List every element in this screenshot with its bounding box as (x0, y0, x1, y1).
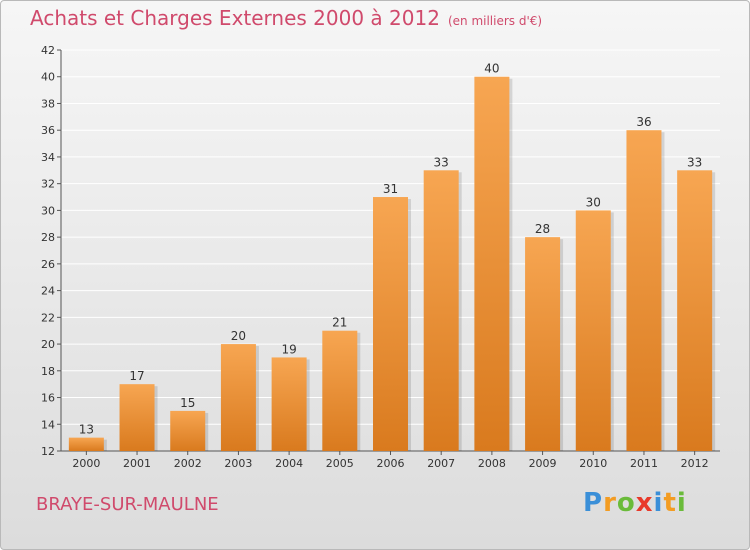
x-tick-label: 2004 (275, 457, 303, 470)
bar (271, 357, 307, 451)
bar (525, 237, 561, 451)
y-tick-label: 14 (41, 418, 55, 431)
x-tick-label: 2010 (579, 457, 607, 470)
y-tick-label: 28 (41, 231, 55, 244)
y-tick-label: 34 (41, 151, 55, 164)
x-tick-label: 2000 (72, 457, 100, 470)
chart-unit: (en milliers d'€) (447, 14, 543, 28)
bar (626, 130, 662, 451)
bar (322, 330, 358, 451)
y-tick-label: 24 (41, 285, 55, 298)
y-tick-label: 32 (41, 178, 55, 191)
bar (68, 437, 104, 451)
x-tick-label: 2012 (681, 457, 709, 470)
data-label: 15 (180, 396, 195, 410)
x-tick-label: 2006 (377, 457, 405, 470)
data-label: 36 (636, 115, 651, 129)
bar (423, 170, 459, 452)
data-label: 21 (332, 316, 347, 330)
data-label: 13 (79, 423, 94, 437)
x-tick-label: 2003 (224, 457, 252, 470)
bar (677, 170, 713, 452)
logo-letter: x (635, 488, 654, 518)
bars (68, 76, 716, 452)
x-tick-label: 2002 (174, 457, 202, 470)
logo-letter: t (663, 488, 677, 518)
y-tick-label: 38 (41, 97, 55, 110)
bar (373, 197, 408, 451)
data-label: 31 (383, 182, 398, 196)
data-label: 33 (687, 155, 702, 169)
logo-letter: i (676, 488, 687, 518)
data-label: 30 (586, 195, 601, 209)
x-tick-label: 2011 (630, 457, 658, 470)
y-tick-label: 30 (41, 204, 55, 217)
chart-title-text: Achats et Charges Externes 2000 à 2012 (30, 6, 440, 30)
data-label: 33 (434, 155, 449, 169)
bar (119, 384, 155, 451)
data-label: 28 (535, 222, 550, 236)
y-tick-label: 20 (41, 338, 55, 351)
x-tick-label: 2009 (529, 457, 557, 470)
x-tick-label: 2007 (427, 457, 455, 470)
y-tick-label: 36 (41, 124, 55, 137)
data-label: 19 (281, 342, 296, 356)
x-tick-label: 2005 (326, 457, 354, 470)
logo-letter: i (653, 488, 664, 518)
proxiti-logo[interactable]: Proxiti (583, 488, 687, 518)
data-label: 40 (484, 62, 499, 76)
y-tick-label: 12 (41, 445, 55, 458)
y-tick-label: 26 (41, 258, 55, 271)
y-tick-label: 18 (41, 365, 55, 378)
x-tick-label: 2001 (123, 457, 151, 470)
data-label: 17 (129, 369, 144, 383)
logo-letter: r (603, 488, 617, 518)
bar (575, 210, 611, 451)
labels: 13 2000 17 2001 15 2002 20 2003 19 2004 21 2005 31 20… (72, 62, 708, 470)
data-label: 20 (231, 329, 246, 343)
logo-letter: o (616, 488, 636, 518)
y-tick-label: 40 (41, 71, 55, 84)
bar (220, 344, 256, 451)
x-tick-label: 2008 (478, 457, 506, 470)
bar (170, 410, 206, 451)
y-tick-label: 42 (41, 44, 55, 57)
y-tick-label: 16 (41, 392, 55, 405)
y-tick-label: 22 (41, 311, 55, 324)
chart-title: Achats et Charges Externes 2000 à 2012 (e… (30, 6, 542, 30)
place-name: BRAYE-SUR-MAULNE (36, 494, 219, 515)
bar (474, 76, 510, 451)
logo-letter: P (583, 488, 604, 518)
